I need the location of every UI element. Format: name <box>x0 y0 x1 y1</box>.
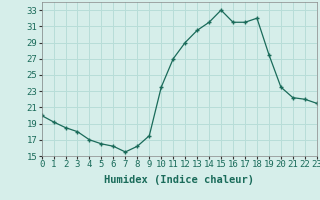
X-axis label: Humidex (Indice chaleur): Humidex (Indice chaleur) <box>104 175 254 185</box>
